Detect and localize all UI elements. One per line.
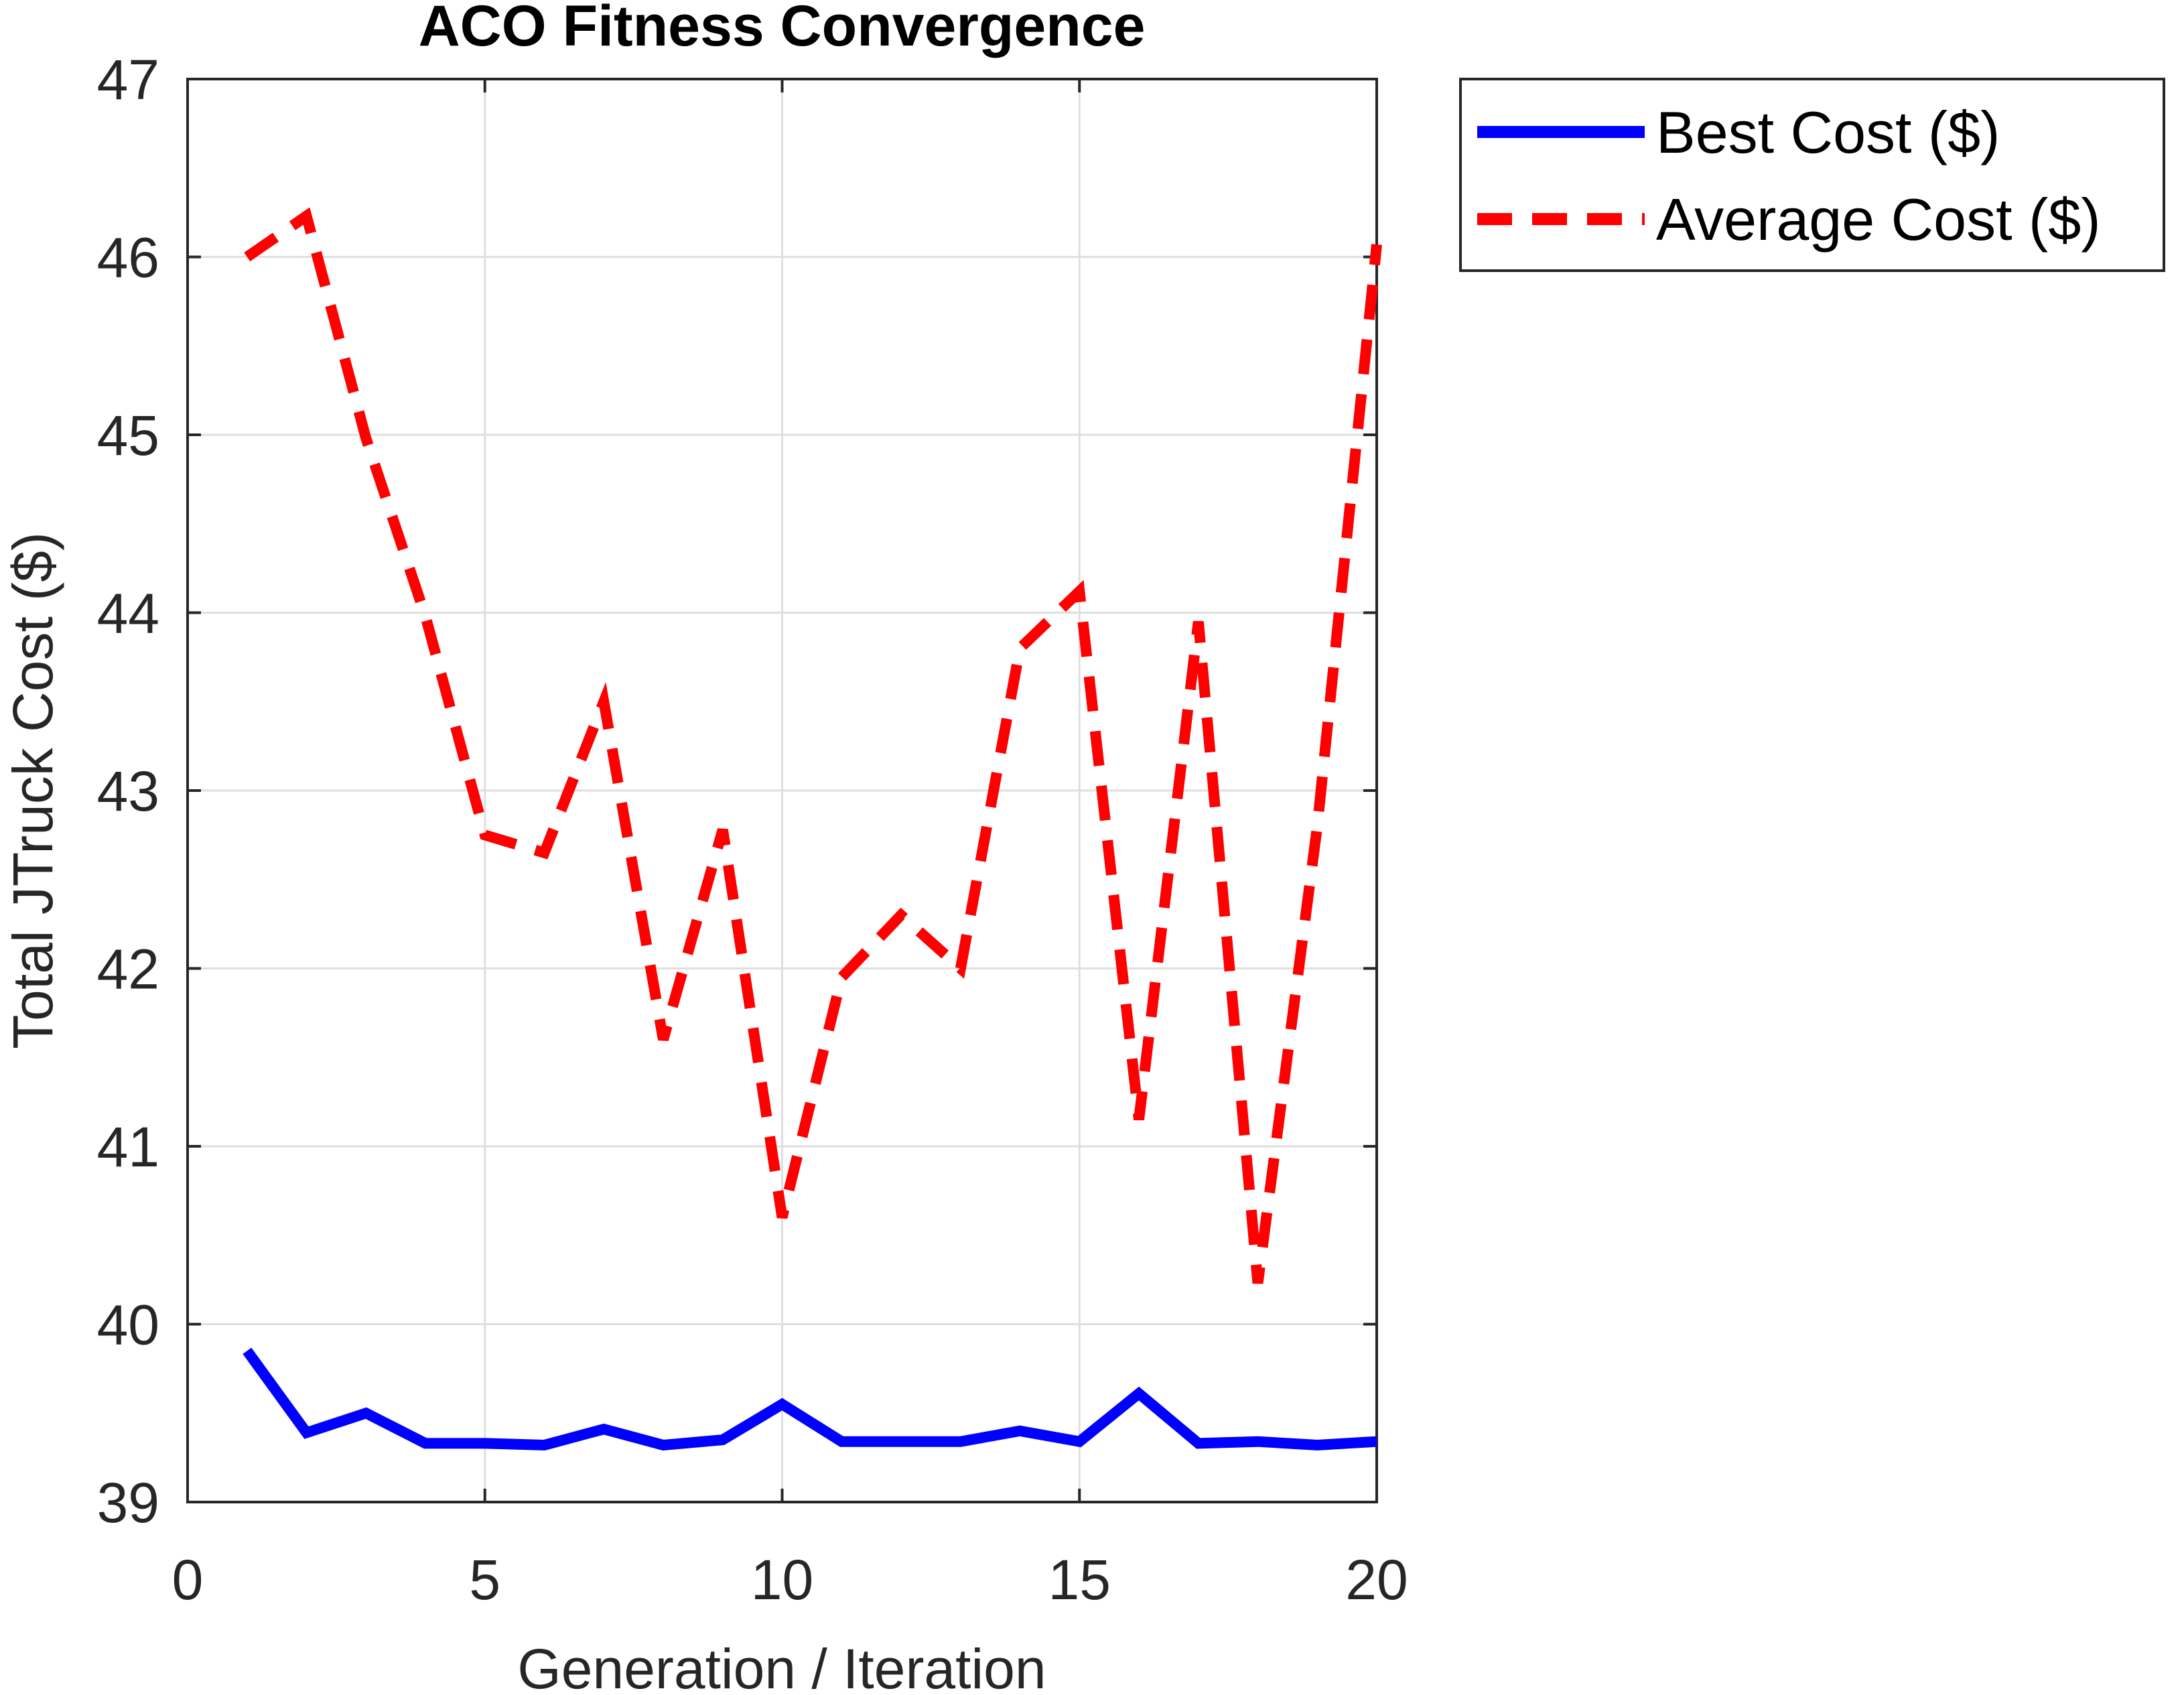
y-tick-label: 45 [97,404,159,467]
series-line-average-cost [244,207,1382,1284]
y-tick-label: 41 [97,1115,159,1178]
y-tick-label: 47 [97,48,159,111]
y-axis-label: Total JTruck Cost ($) [1,532,64,1049]
legend-label-best: Best Cost ($) [1656,99,2000,165]
series-line-best-cost [243,1347,1377,1451]
y-tick-label: 43 [97,760,159,823]
x-tick-label: 5 [469,1548,500,1611]
y-tick-label: 44 [97,582,159,645]
legend-box [1459,78,2165,272]
x-tick-label: 15 [1048,1548,1111,1611]
ticks: 0 5 10 15 20 39 40 41 42 43 44 45 46 47 [97,48,1408,1611]
y-tick-label: 40 [97,1294,159,1357]
x-tick-label: 0 [172,1548,204,1611]
legend: Best Cost ($) Average Cost ($) [1459,78,2165,272]
x-tick-label: 10 [751,1548,813,1611]
legend-label-average: Average Cost ($) [1656,186,2101,253]
chart-title: ACO Fitness Convergence [419,0,1146,58]
x-axis-label: Generation / Iteration [517,1637,1046,1695]
y-tick-label: 46 [97,226,159,289]
y-tick-label: 39 [97,1471,159,1534]
series [243,207,1382,1451]
y-tick-label: 42 [97,938,159,1001]
x-tick-label: 20 [1345,1548,1408,1611]
